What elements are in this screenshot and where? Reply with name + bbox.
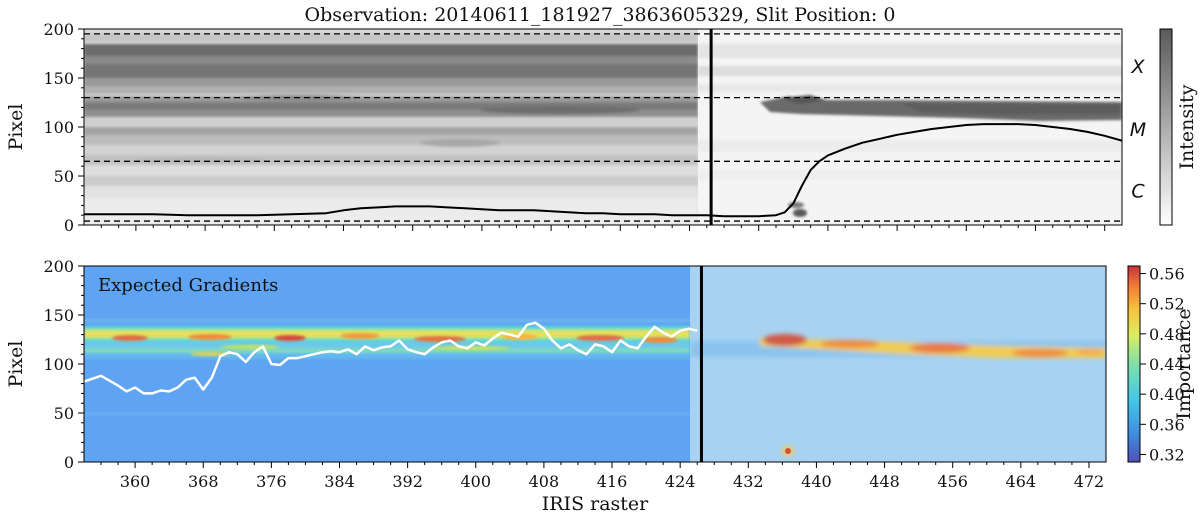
bottom-x-tick-label: 392	[392, 472, 423, 491]
importance-colorbar-tick-label: 0.36	[1149, 415, 1185, 434]
zone-label-x: X	[1130, 56, 1145, 78]
bottom-x-tick-label: 456	[937, 472, 968, 491]
importance-colorbar-tick-label: 0.32	[1149, 445, 1185, 464]
bottom-y-axis: 0 50 100 150 200	[43, 257, 84, 472]
bottom-x-tick-label: 424	[665, 472, 696, 491]
top-series	[84, 123, 1123, 218]
intensity-colorbar: Intensity	[1159, 28, 1198, 226]
importance-colorbar-tick-label: 0.56	[1149, 265, 1185, 284]
bottom-y-tick-label: 50	[54, 404, 74, 423]
importance-colorbar-gradient	[1127, 265, 1141, 463]
bottom-x-tick-label: 384	[324, 472, 355, 491]
bottom-series-line-1	[83, 321, 698, 395]
zone-labels: X M C	[1130, 56, 1146, 202]
bottom-x-tick-label: 440	[801, 472, 832, 491]
top-zone-boundaries	[84, 33, 1122, 222]
bottom-x-tick-label: 400	[460, 472, 491, 491]
importance-colorbar-tick-label: 0.40	[1149, 385, 1185, 404]
bottom-importance-image-left	[84, 266, 690, 462]
top-panel: 0 50 100 150 200 Pixel X M C Intensity	[5, 20, 1198, 235]
top-y-tick-label: 200	[43, 20, 74, 39]
bottom-y-tick-label: 150	[43, 306, 74, 325]
intensity-colorbar-gradient	[1159, 28, 1173, 226]
bottom-y-tick-label: 100	[43, 355, 74, 374]
bottom-y-tick-label: 0	[64, 453, 74, 472]
bottom-x-axis: 360 368 376 384 392 400 408 416 424 432 440 448 456 4…	[100, 462, 1105, 491]
bottom-x-tick-label: 472	[1074, 472, 1105, 491]
bottom-x-tick-label: 432	[733, 472, 764, 491]
bottom-y-tick-label: 200	[43, 257, 74, 276]
bottom-x-tick-label: 408	[529, 472, 560, 491]
top-intensity-image-right	[698, 29, 1122, 225]
expected-gradients-label: Expected Gradients	[98, 275, 278, 296]
top-y-tick-label: 0	[64, 216, 74, 235]
bottom-x-tick-label: 416	[597, 472, 628, 491]
top-series-line-1	[84, 123, 1123, 218]
bottom-series	[83, 321, 698, 395]
zone-label-c: C	[1131, 181, 1145, 203]
importance-colorbar-tick-label: 0.52	[1149, 295, 1185, 314]
bottom-y-axis-label: Pixel	[5, 341, 27, 388]
top-y-tick-label: 50	[54, 167, 74, 186]
top-x-ticks	[100, 225, 1106, 231]
importance-colorbar-ticks: 0.32 0.36 0.40 0.44 0.48 0.52 0.56	[1140, 265, 1185, 464]
figure-title: Observation: 20140611_181927_3863605329,…	[305, 4, 896, 26]
importance-colorbar-tick-label: 0.48	[1149, 325, 1185, 344]
top-y-tick-label: 100	[43, 118, 74, 137]
top-intensity-image-left	[84, 29, 698, 225]
bottom-x-tick-label: 368	[188, 472, 219, 491]
bottom-importance-image-right	[690, 266, 1106, 462]
bottom-x-tick-label: 464	[1006, 472, 1037, 491]
bottom-x-tick-label: 448	[869, 472, 900, 491]
top-y-axis-label: Pixel	[5, 104, 27, 151]
importance-colorbar: 0.32 0.36 0.40 0.44 0.48 0.52 0.56 Importance	[1127, 265, 1195, 464]
bottom-x-tick-label: 360	[120, 472, 151, 491]
top-y-tick-label: 150	[43, 69, 74, 88]
bottom-x-tick-label: 376	[256, 472, 287, 491]
bottom-panel: Expected Gradients 0 50 100 150 200 360 368 37…	[5, 257, 1195, 515]
importance-colorbar-label: Importance	[1173, 308, 1195, 419]
importance-colorbar-tick-label: 0.44	[1149, 355, 1185, 374]
top-y-axis: 0 50 100 150 200	[43, 20, 84, 235]
bottom-x-axis-label: IRIS raster	[542, 493, 649, 515]
intensity-colorbar-label: Intensity	[1176, 84, 1198, 169]
zone-label-m: M	[1130, 119, 1146, 141]
